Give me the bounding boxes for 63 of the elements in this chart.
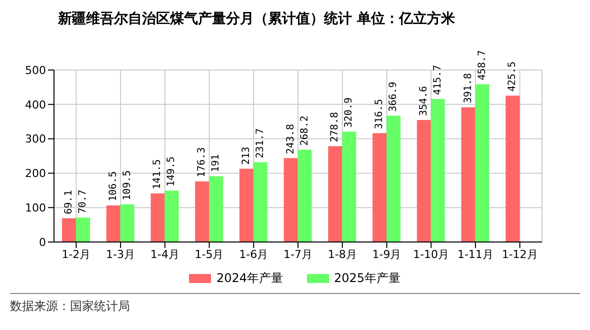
- data-label: 458.7: [476, 50, 488, 80]
- bar: [150, 193, 165, 242]
- bar: [209, 176, 224, 242]
- y-tick-label: 0: [39, 236, 46, 249]
- source-note: 数据来源：国家统计局: [10, 298, 131, 315]
- x-tick-label: 1-10月: [413, 248, 450, 261]
- bar: [62, 218, 76, 242]
- y-tick-label: 400: [25, 98, 46, 112]
- data-label: 243.8: [285, 124, 296, 154]
- bar: [76, 218, 90, 242]
- y-tick-label: 500: [25, 64, 46, 77]
- data-label: 70.7: [77, 190, 88, 214]
- data-label: 415.7: [432, 64, 444, 95]
- data-label: 268.2: [299, 116, 310, 146]
- bar: [342, 132, 356, 242]
- bar: [195, 181, 210, 242]
- data-label: 278.8: [330, 112, 341, 142]
- y-tick-label: 300: [25, 132, 46, 146]
- x-tick-label: 1-5月: [194, 248, 224, 261]
- data-label: 391.8: [462, 73, 474, 104]
- bar: [475, 84, 490, 242]
- bar: [239, 168, 254, 242]
- x-tick-label: 1-9月: [372, 248, 402, 261]
- x-tick-label: 1-6月: [239, 248, 268, 261]
- data-label: 425.5: [507, 62, 518, 92]
- data-label: 320.9: [344, 98, 355, 128]
- bar: [506, 96, 520, 242]
- bar: [328, 146, 342, 242]
- bar: [372, 133, 387, 242]
- data-label: 231.7: [254, 128, 266, 158]
- legend-label: 2024年产量: [216, 270, 283, 287]
- x-tick-label: 1-2月: [62, 248, 91, 261]
- bar: [120, 204, 134, 242]
- x-tick-label: 1-12月: [502, 248, 538, 261]
- bar: [461, 107, 476, 242]
- x-tick-label: 1-4月: [150, 248, 180, 261]
- legend-label: 2025年产量: [334, 270, 401, 287]
- data-label: 149.5: [166, 156, 178, 187]
- bar: [164, 190, 179, 242]
- bar: [386, 116, 401, 242]
- bar: [430, 99, 445, 242]
- data-label: 106.5: [108, 171, 119, 202]
- x-tick-label: 1-11月: [457, 248, 494, 261]
- data-label: 316.5: [374, 99, 386, 130]
- x-tick-label: 1-8月: [328, 248, 357, 261]
- data-label: 213: [240, 146, 252, 165]
- bar: [298, 150, 312, 242]
- bar: [253, 162, 268, 242]
- data-label: 109.5: [122, 170, 133, 200]
- data-label: 366.9: [388, 82, 400, 112]
- chart-title: 新疆维吾尔自治区煤气产量分月（累计值）统计 单位：亿立方米: [57, 10, 456, 29]
- x-tick-label: 1-7月: [284, 248, 312, 261]
- bar: [284, 158, 298, 242]
- data-label: 69.1: [63, 190, 74, 214]
- y-tick-label: 100: [25, 202, 46, 215]
- data-label: 354.6: [418, 86, 430, 116]
- data-label: 141.5: [152, 159, 164, 190]
- data-label: 191: [210, 154, 222, 172]
- bar: [106, 205, 120, 242]
- data-label: 176.3: [196, 147, 208, 178]
- x-tick-label: 1-3月: [106, 248, 136, 261]
- bar: [416, 120, 431, 242]
- y-tick-label: 200: [25, 167, 46, 180]
